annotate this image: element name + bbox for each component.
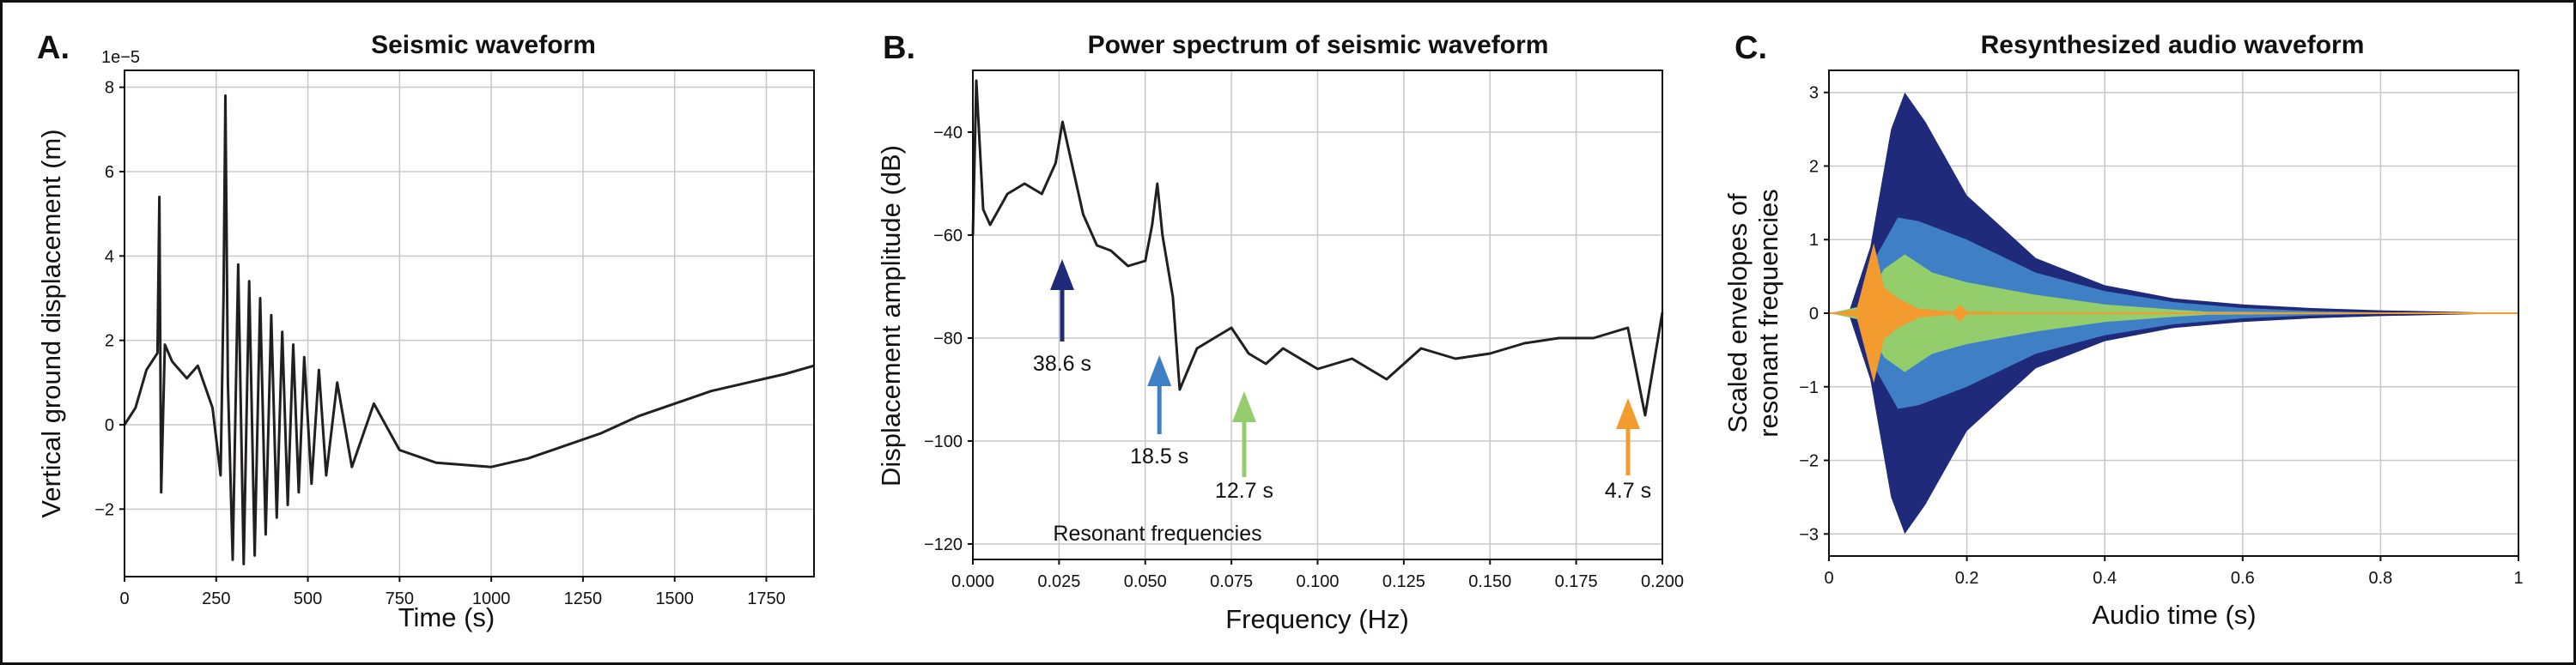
x-tick-label: 0.000 [951, 572, 994, 591]
y-tick-label: −100 [924, 432, 963, 451]
annotations-b: 38.6 s 18.5 s 12.7 s 4.7 s [1033, 259, 1651, 503]
y-tick-label: −120 [924, 535, 963, 554]
chart-title-c: Resynthesized audio waveform [1981, 31, 2365, 59]
panel-a: A. Seismic waveform 1e−5 0 250 500 750 1000 1… [36, 30, 815, 632]
y-tick-label: 2 [1809, 157, 1819, 176]
ticks-c: 0 0.2 0.4 0.6 0.8 1 −3 −2 −1 0 1 2 3 [1799, 84, 2523, 588]
annotation-label: 4.7 s [1605, 479, 1651, 503]
plot-frame-b [972, 70, 1663, 560]
x-tick-label: 1 [2513, 569, 2523, 588]
y-tick-label: 6 [105, 163, 114, 182]
y-axis-label-b: Displacement amplitude (dB) [876, 145, 906, 487]
x-tick-label: 1000 [472, 589, 511, 608]
x-axis-label-c: Audio time (s) [2092, 600, 2256, 630]
x-axis-label-a: Time (s) [398, 602, 495, 632]
panel-letter-b: B. [883, 30, 915, 66]
y-tick-label: 4 [105, 247, 114, 266]
x-tick-label: 0.075 [1210, 572, 1253, 591]
x-tick-label: 0.175 [1555, 572, 1598, 591]
y-tick-label: 1 [1809, 231, 1819, 250]
y-tick-label: −2 [1799, 452, 1819, 471]
x-tick-label: 250 [202, 589, 230, 608]
y-tick-label: −1 [1799, 378, 1819, 397]
annotation-arrow-head [1049, 259, 1074, 290]
grid-b [972, 70, 1663, 559]
y-tick-label: 2 [105, 332, 114, 351]
x-tick-label: 0.2 [1955, 569, 1979, 588]
annotation-label: 12.7 s [1215, 479, 1273, 503]
x-tick-label: 0.8 [2368, 569, 2392, 588]
annotation-label: 38.6 s [1033, 352, 1091, 376]
y-tick-label: 0 [105, 416, 114, 435]
ticks-b: 0.000 0.025 0.050 0.075 0.100 0.125 0.150 0.175… [924, 124, 1684, 591]
y-axis-label-a: Vertical ground displacement (m) [36, 129, 66, 517]
x-tick-label: 0.4 [2093, 569, 2117, 588]
panel-c: C. Resynthesized audio waveform 0 0.2 0.4 0… [1722, 30, 2524, 630]
y-tick-label: −3 [1799, 525, 1819, 544]
y-axis-label-c-line1: Scaled envelopes of [1722, 193, 1753, 433]
y-tick-label: 8 [105, 79, 114, 98]
x-tick-label: 0 [1824, 569, 1833, 588]
series-c [1829, 92, 2518, 535]
x-tick-label: 0.125 [1382, 572, 1425, 591]
y-tick-label: 0 [1809, 305, 1819, 323]
annotation-arrow-head [1616, 398, 1640, 429]
y-tick-label: −2 [94, 500, 114, 519]
chart-title-a: Seismic waveform [371, 31, 596, 59]
y-tick-label: −80 [933, 329, 963, 348]
y-offset-text-a: 1e−5 [101, 48, 140, 67]
resonant-frequencies-label: Resonant frequencies [1053, 522, 1261, 546]
panel-letter-c: C. [1735, 30, 1767, 66]
series-b [971, 79, 1664, 417]
annotation-arrow-head [1231, 391, 1256, 422]
ticks-a: 0 250 500 750 1000 1250 1500 1750 −2 0 2 4 6 8 [94, 79, 786, 608]
y-tick-label: −60 [933, 227, 963, 245]
x-tick-label: 1750 [747, 589, 786, 608]
series-line [971, 79, 1664, 417]
y-tick-label: −40 [933, 124, 963, 142]
x-tick-label: 0.050 [1124, 572, 1167, 591]
y-axis-label-c-line2: resonant frequencies [1753, 189, 1783, 438]
annotation-arrow-head [1147, 355, 1172, 386]
plot-frame-a [124, 70, 815, 577]
chart-title-b: Power spectrum of seismic waveform [1088, 31, 1549, 59]
annotation-label: 18.5 s [1130, 444, 1188, 469]
panel-b: B. Power spectrum of seismic waveform 0.… [876, 30, 1684, 634]
x-tick-label: 1250 [564, 589, 603, 608]
plot-frame-c [1828, 70, 2519, 557]
y-tick-label: 3 [1809, 84, 1819, 103]
series-a [123, 94, 815, 565]
x-tick-label: 0.150 [1468, 572, 1511, 591]
x-axis-label-b: Frequency (Hz) [1225, 604, 1409, 634]
x-tick-label: 0 [119, 589, 129, 608]
x-tick-label: 0.025 [1037, 572, 1080, 591]
x-tick-label: 750 [386, 589, 414, 608]
x-tick-label: 0.6 [2231, 569, 2255, 588]
x-tick-label: 0.100 [1296, 572, 1339, 591]
x-tick-label: 1500 [655, 589, 694, 608]
panel-letter-a: A. [37, 30, 70, 66]
x-tick-label: 500 [294, 589, 322, 608]
grid-a [124, 70, 814, 577]
series-line [123, 94, 815, 565]
x-tick-label: 0.200 [1641, 572, 1684, 591]
